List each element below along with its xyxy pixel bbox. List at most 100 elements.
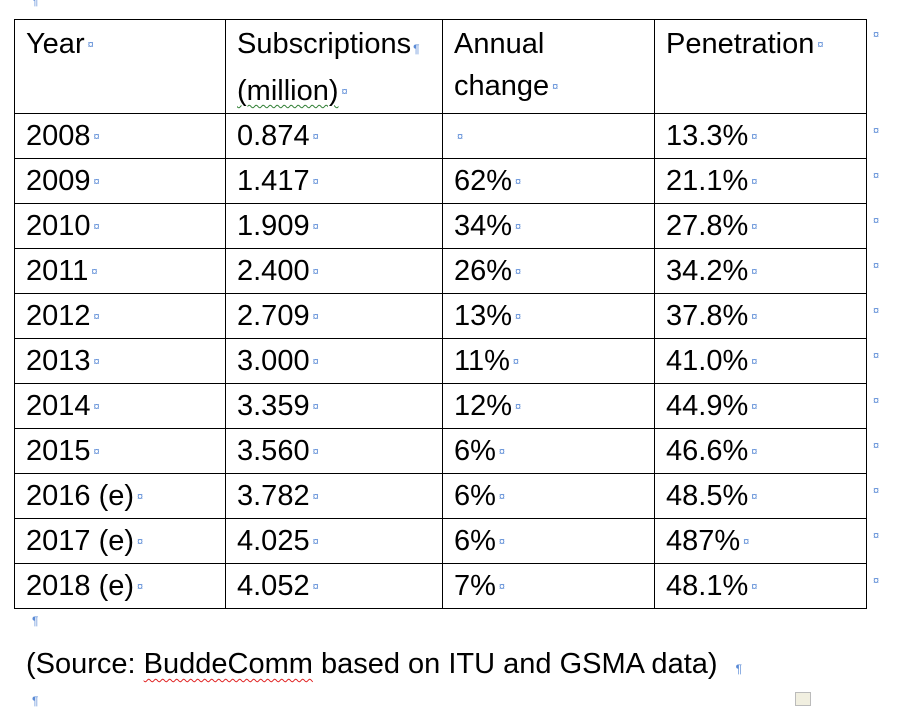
cell-penetration[interactable]: 487% ¤ <box>654 518 867 565</box>
cell-end-mark: ¤ <box>312 536 319 549</box>
cell-annual-change[interactable]: 13% ¤ <box>442 293 655 340</box>
cell-value: 3.782 <box>237 479 310 512</box>
cell-end-mark: ¤ <box>312 356 319 369</box>
header-cell-penetration[interactable]: Penetration ¤ <box>654 18 867 115</box>
cell-annual-change[interactable]: 6% ¤ <box>442 473 655 520</box>
cell-subscriptions[interactable]: 4.025 ¤ <box>225 518 443 565</box>
cell-end-mark: ¤ <box>515 401 522 414</box>
cell-value: 2016 (e) <box>26 479 135 512</box>
cell-value: 2.400 <box>237 254 310 287</box>
cell-year[interactable]: 2011 ¤ <box>14 248 226 295</box>
cell-end-mark: ¤ <box>312 401 319 414</box>
row-end-mark: ¤ <box>873 305 880 318</box>
cell-end-mark: ¤ <box>498 446 506 459</box>
cell-subscriptions[interactable]: 0.874 ¤ <box>225 113 443 160</box>
cell-annual-change[interactable]: 34% ¤ <box>442 203 655 250</box>
cell-annual-change[interactable]: ¤ <box>442 113 655 160</box>
cell-annual-change[interactable]: 12% ¤ <box>442 383 655 430</box>
cell-penetration[interactable]: 27.8% ¤ <box>654 203 867 250</box>
cell-end-mark: ¤ <box>498 491 506 504</box>
cell-end-mark: ¤ <box>751 221 758 234</box>
table-row: 2011 ¤ 2.400 ¤ 26% ¤ 34.2% ¤ <box>14 248 867 295</box>
cell-penetration[interactable]: 48.1% ¤ <box>654 563 867 610</box>
cell-penetration[interactable]: 44.9% ¤ <box>654 383 867 430</box>
source-open: (Source: <box>26 648 144 680</box>
pilcrow-mark: ¶ <box>413 42 420 56</box>
cell-annual-change[interactable]: 6% ¤ <box>442 428 655 475</box>
cell-year[interactable]: 2010 ¤ <box>14 203 226 250</box>
cell-year[interactable]: 2008 ¤ <box>14 113 226 160</box>
cell-end-mark: ¤ <box>137 536 144 549</box>
row-end-mark: ¤ <box>873 260 880 273</box>
cell-penetration[interactable]: 48.5% ¤ <box>654 473 867 520</box>
cell-end-mark: ¤ <box>312 266 319 279</box>
cell-subscriptions[interactable]: 3.782 ¤ <box>225 473 443 520</box>
cell-end-mark: ¤ <box>93 401 100 414</box>
cell-end-mark: ¤ <box>498 536 506 549</box>
cell-value: 46.6% <box>666 434 749 467</box>
cell-year[interactable]: 2015 ¤ <box>14 428 226 475</box>
cell-subscriptions[interactable]: 2.400 ¤ <box>225 248 443 295</box>
table-row: 2015 ¤ 3.560 ¤ 6% ¤ 46.6% ¤ <box>14 428 867 475</box>
cell-subscriptions[interactable]: 2.709 ¤ <box>225 293 443 340</box>
cell-value: 2011 <box>26 254 89 287</box>
data-table: Year ¤ Subscriptions ¶ (million) ¤ Annual c… <box>14 18 867 610</box>
cell-annual-change[interactable]: 7% ¤ <box>442 563 655 610</box>
row-end-mark: ¤ <box>873 29 880 41</box>
header-label-sub: (million) <box>237 75 339 107</box>
cell-year[interactable]: 2012 ¤ <box>14 293 226 340</box>
cell-end-mark: ¤ <box>137 581 144 594</box>
cell-subscriptions[interactable]: 1.909 ¤ <box>225 203 443 250</box>
cell-value: 41.0% <box>666 344 749 377</box>
cell-value: 487% <box>666 524 741 557</box>
cell-value: 2.709 <box>237 299 310 332</box>
cell-end-mark: ¤ <box>817 39 824 52</box>
cell-year[interactable]: 2016 (e) ¤ <box>14 473 226 520</box>
table-row: 2016 (e) ¤ 3.782 ¤ 6% ¤ 48.5% ¤ <box>14 473 867 520</box>
cell-end-mark: ¤ <box>751 581 758 594</box>
cell-annual-change[interactable]: 11% ¤ <box>442 338 655 385</box>
cell-subscriptions[interactable]: 3.000 ¤ <box>225 338 443 385</box>
cell-subscriptions[interactable]: 3.560 ¤ <box>225 428 443 475</box>
cell-annual-change[interactable]: 6% ¤ <box>442 518 655 565</box>
cell-value: 1.909 <box>237 209 310 242</box>
cell-end-mark: ¤ <box>515 266 522 279</box>
cell-annual-change[interactable]: 62% ¤ <box>442 158 655 205</box>
header-cell-subscriptions[interactable]: Subscriptions ¶ (million) ¤ <box>225 18 443 115</box>
cell-value: 44.9% <box>666 389 749 422</box>
pilcrow-mark: ¶ <box>32 694 39 708</box>
cell-year[interactable]: 2013 ¤ <box>14 338 226 385</box>
cell-end-mark: ¤ <box>312 131 319 144</box>
cell-value: 2009 <box>26 164 91 197</box>
source-name[interactable]: BuddeComm <box>143 648 313 680</box>
cell-penetration[interactable]: 21.1% ¤ <box>654 158 867 205</box>
cell-end-mark: ¤ <box>751 401 758 414</box>
pilcrow-mark: ¶ <box>32 614 39 628</box>
cell-value: 26% <box>454 254 513 287</box>
cell-penetration[interactable]: 41.0% ¤ <box>654 338 867 385</box>
cell-value: 3.359 <box>237 389 310 422</box>
cell-end-mark: ¤ <box>87 39 94 52</box>
cell-subscriptions[interactable]: 3.359 ¤ <box>225 383 443 430</box>
cell-penetration[interactable]: 34.2% ¤ <box>654 248 867 295</box>
cell-year[interactable]: 2018 (e) ¤ <box>14 563 226 610</box>
cell-end-mark: ¤ <box>751 446 758 459</box>
cell-annual-change[interactable]: 26% ¤ <box>442 248 655 295</box>
cell-year[interactable]: 2009 ¤ <box>14 158 226 205</box>
table-row: 2017 (e) ¤ 4.025 ¤ 6% ¤ 487% ¤ <box>14 518 867 565</box>
cell-penetration[interactable]: 37.8% ¤ <box>654 293 867 340</box>
cell-year[interactable]: 2017 (e) ¤ <box>14 518 226 565</box>
table-row: 2009 ¤ 1.417 ¤ 62% ¤ 21.1% ¤ <box>14 158 867 205</box>
cell-penetration[interactable]: 13.3% ¤ <box>654 113 867 160</box>
header-label: Year <box>26 28 85 60</box>
cell-subscriptions[interactable]: 4.052 ¤ <box>225 563 443 610</box>
source-rest: based on ITU and GSMA data) <box>312 648 718 680</box>
header-cell-year[interactable]: Year ¤ <box>14 18 226 115</box>
row-end-mark: ¤ <box>873 170 880 183</box>
cell-year[interactable]: 2014 ¤ <box>14 383 226 430</box>
header-cell-annual-change[interactable]: Annual change ¤ <box>442 18 655 115</box>
cell-end-mark: ¤ <box>93 311 100 324</box>
cell-penetration[interactable]: 46.6% ¤ <box>654 428 867 475</box>
cell-subscriptions[interactable]: 1.417 ¤ <box>225 158 443 205</box>
cell-value: 12% <box>454 389 513 422</box>
